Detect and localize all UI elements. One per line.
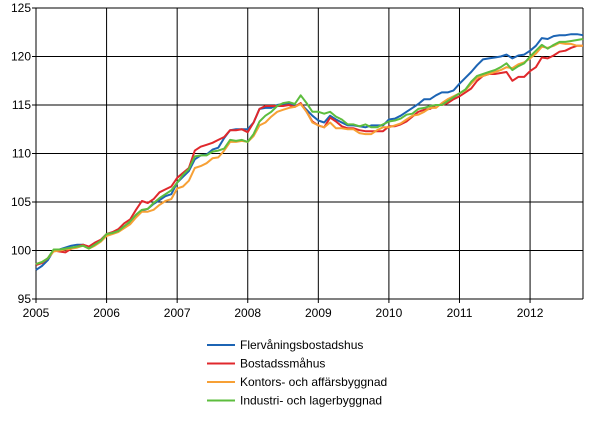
grid: [32, 7, 584, 303]
x-tick-label: 2010: [376, 306, 403, 320]
x-tick-label: 2009: [305, 306, 332, 320]
y-tick-label: 105: [11, 195, 31, 209]
series-lines: [35, 33, 584, 271]
series-line-4: [35, 38, 584, 266]
y-tick-label: 100: [11, 244, 31, 258]
x-tick-label: 2007: [164, 306, 191, 320]
legend-label: Bostadssmåhus: [240, 357, 325, 371]
x-tick-label: 2012: [517, 306, 544, 320]
y-tick-label: 110: [12, 147, 31, 161]
legend-label: Flervåningsbostadshus: [240, 338, 363, 352]
x-tick-label: 2005: [23, 306, 50, 320]
y-tick-label: 95: [18, 292, 32, 306]
y-tick-label: 125: [11, 1, 31, 15]
legend-label: Industri- och lagerbyggnad: [240, 394, 382, 408]
series-line-3: [35, 41, 583, 266]
y-tick-label: 115: [12, 98, 31, 112]
x-tick-label: 2011: [447, 306, 473, 320]
y-tick-label: 120: [11, 50, 31, 64]
legend: Flervåningsbostadshus Bostadssmåhus Kontor…: [207, 338, 387, 408]
x-tick-label: 2006: [93, 306, 120, 320]
x-tick-label: 2008: [234, 306, 261, 320]
legend-label: Kontors- och affärsbyggnad: [240, 375, 387, 389]
axes: 95 100 105 110 115 120 125 2005 2006 2007 2008 2009…: [11, 1, 544, 320]
